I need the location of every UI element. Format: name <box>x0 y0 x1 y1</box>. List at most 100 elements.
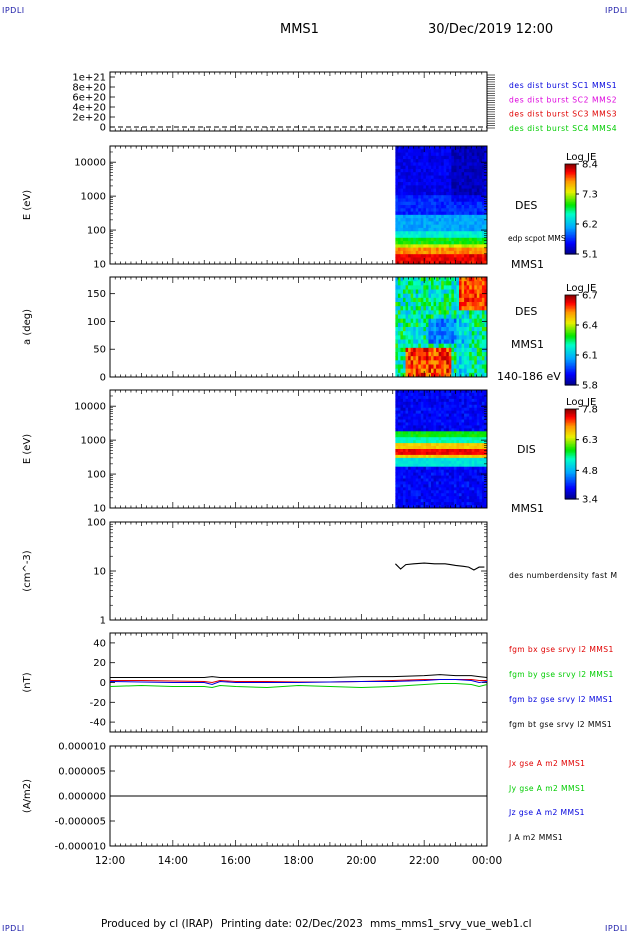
heatmap-cell <box>441 368 445 374</box>
heatmap-cell <box>395 254 399 258</box>
heatmap-cell <box>410 257 414 262</box>
heatmap-cell <box>469 254 473 258</box>
heatmap-cell <box>456 178 460 183</box>
y-tick-label: 100 <box>87 518 106 529</box>
heatmap-cell <box>451 434 455 438</box>
heatmap-cell <box>415 372 419 378</box>
heatmap-cell <box>459 356 462 361</box>
heatmap-cell <box>456 191 460 196</box>
heatmap-cell <box>474 175 478 180</box>
heatmap-cell <box>484 185 488 190</box>
heatmap-cell <box>423 372 427 378</box>
heatmap-cell <box>400 407 404 412</box>
heatmap-cell <box>418 372 422 378</box>
heatmap-cell <box>425 463 429 468</box>
heatmap-cell <box>413 457 417 462</box>
heatmap-cell <box>395 281 399 286</box>
heatmap-cell <box>481 331 485 336</box>
heatmap-cell <box>451 343 455 349</box>
heatmap-cell <box>446 257 450 262</box>
heatmap-cell <box>451 496 455 500</box>
heatmap-cell <box>433 490 437 494</box>
heatmap-cell <box>443 419 447 423</box>
heatmap-cell <box>443 416 447 420</box>
heatmap-cell <box>461 152 465 157</box>
heatmap-cell <box>428 201 432 206</box>
heatmap-cell <box>395 372 399 378</box>
colorbar-title: Log JE <box>566 152 596 163</box>
heatmap-cell <box>466 499 470 503</box>
heatmap-cell <box>476 182 480 186</box>
heatmap-cell <box>438 478 442 482</box>
heatmap-cell <box>415 505 419 509</box>
heatmap-cell <box>479 318 483 324</box>
heatmap-cell <box>413 208 417 212</box>
heatmap-cell <box>471 175 475 180</box>
heatmap-cell <box>441 257 445 262</box>
heatmap-cell <box>438 234 442 239</box>
heatmap-cell <box>453 149 457 153</box>
heatmap-cell <box>459 250 462 255</box>
heatmap-cell <box>479 149 483 153</box>
heatmap-cell <box>431 493 434 497</box>
heatmap-cell <box>410 191 414 196</box>
heatmap-cell <box>420 205 424 209</box>
heatmap-cell <box>461 368 465 374</box>
heatmap-cell <box>441 390 445 394</box>
heatmap-cell <box>395 257 399 262</box>
heatmap-cell <box>459 454 462 459</box>
heatmap-cell <box>420 487 424 491</box>
heatmap-cell <box>410 395 414 400</box>
heatmap-cell <box>428 413 432 417</box>
heatmap-cell <box>456 159 460 163</box>
heatmap-cell <box>476 310 480 315</box>
heatmap-cell <box>469 327 473 332</box>
heatmap-cell <box>461 401 465 406</box>
heatmap-cell <box>438 198 442 203</box>
heatmap-cell <box>400 289 404 295</box>
heatmap-cell <box>405 401 409 406</box>
heatmap-cell <box>397 244 401 249</box>
heatmap-cell <box>481 293 485 299</box>
heatmap-cell <box>451 331 455 336</box>
heatmap-cell <box>484 457 488 462</box>
heatmap-cell <box>453 475 457 479</box>
heatmap-cell <box>438 434 442 438</box>
heatmap-cell <box>479 372 483 378</box>
heatmap-cell <box>441 146 445 150</box>
heatmap-cell <box>428 178 432 183</box>
heatmap-cell <box>413 395 417 400</box>
heatmap-cell <box>453 454 457 459</box>
heatmap-cell <box>428 475 432 479</box>
heatmap-cell <box>428 499 432 503</box>
heatmap-cell <box>431 372 434 378</box>
heatmap-cell <box>479 505 483 509</box>
heatmap-cell <box>423 446 427 450</box>
heatmap-cell <box>481 322 485 328</box>
heatmap-cell <box>476 168 480 173</box>
heatmap-cell <box>461 499 465 503</box>
heatmap-cell <box>403 322 406 328</box>
heatmap-cell <box>423 428 427 432</box>
heatmap-cell <box>431 191 434 196</box>
colorbar-tick: 5.8 <box>582 381 598 392</box>
heatmap-cell <box>484 247 488 252</box>
heatmap-cell <box>428 425 432 429</box>
heatmap-cell <box>410 285 414 290</box>
heatmap-cell <box>441 487 445 491</box>
heatmap-cell <box>466 159 470 163</box>
heatmap-cell <box>481 401 485 406</box>
heatmap-cell <box>428 310 432 315</box>
heatmap-cell <box>474 285 478 290</box>
heatmap-cell <box>481 502 485 506</box>
heatmap-cell <box>403 277 406 282</box>
heatmap-cell <box>481 440 485 444</box>
heatmap-cell <box>431 360 434 365</box>
heatmap-cell <box>403 241 406 245</box>
heatmap-cell <box>466 172 470 176</box>
heatmap-cell <box>431 343 434 349</box>
heatmap-cell <box>453 231 457 235</box>
heatmap-cell <box>464 437 468 441</box>
heatmap-cell <box>420 422 424 426</box>
heatmap-cell <box>474 431 478 435</box>
